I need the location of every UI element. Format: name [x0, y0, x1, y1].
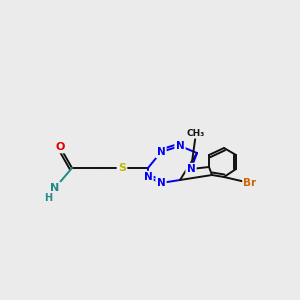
Text: N: N [50, 183, 60, 193]
Text: N: N [157, 178, 165, 188]
Text: N: N [157, 147, 165, 157]
Text: CH₃: CH₃ [187, 128, 205, 137]
Text: N: N [176, 141, 184, 151]
Text: Br: Br [243, 178, 256, 188]
Text: N: N [187, 164, 195, 174]
Text: O: O [55, 142, 65, 152]
Text: N: N [144, 172, 152, 182]
Text: S: S [118, 163, 126, 173]
Text: H: H [44, 193, 52, 203]
